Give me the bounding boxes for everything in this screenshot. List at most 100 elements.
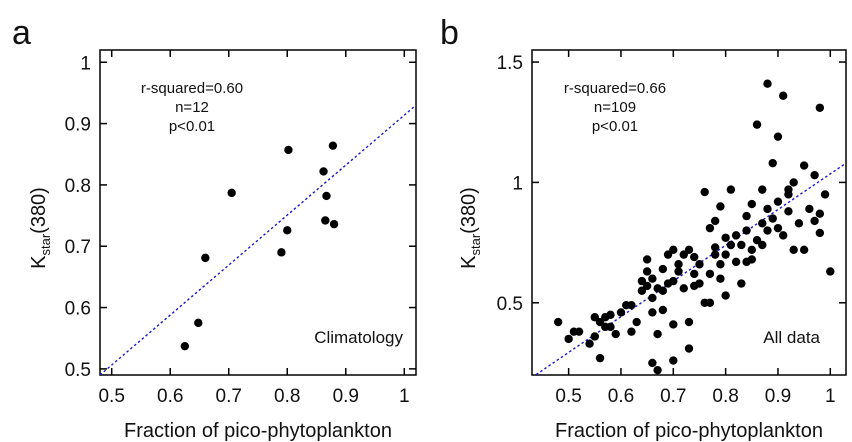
panel-b-data-point	[622, 300, 631, 310]
panel-b-corner-label: All data	[763, 328, 820, 347]
panel-b-data-point	[553, 317, 563, 327]
panel-b-x-tick-label: 0.9	[765, 386, 791, 407]
panel-b-data-point	[606, 310, 615, 320]
panel-b-x-tick-label: 0.8	[712, 386, 738, 407]
panel-b-data-point	[627, 327, 636, 336]
panel-b-data-point	[690, 269, 699, 279]
panel-a-y-tick-label: 0.9	[65, 115, 91, 136]
panel-a-x-tick-label: 1	[399, 386, 410, 407]
panel-a-stats-r2: r-squared=0.60	[141, 80, 243, 97]
panel-b-data-point	[742, 257, 751, 267]
panel-b-stats-r2: r-squared=0.66	[564, 80, 666, 97]
panel-a-letter: a	[12, 14, 31, 52]
panel-b-data-point	[564, 334, 573, 344]
panel-b-data-point	[690, 281, 699, 291]
panel-b-data-point	[747, 199, 756, 209]
panel-b: b Kstar(380) 0.5 0.6 0.7 0.8 0.9 1 0.5 1 1.5 r-s…	[440, 14, 847, 442]
panel-a-y-axis-title: Kstar(380)	[28, 187, 53, 269]
panel-b-y-tick-label: 1.5	[497, 53, 523, 74]
panel-b-data-point	[653, 329, 662, 339]
panel-b-ylabel-main: K	[458, 255, 480, 269]
panel-a-data-point	[180, 341, 190, 351]
panel-a-ticks: 0.5 0.6 0.7 0.8 0.9 1 0.5 0.6 0.7 0.8 0.9 1	[65, 50, 416, 407]
panel-a-data-point	[321, 216, 330, 225]
panel-b-data-point	[721, 233, 730, 242]
panel-b-data-point	[648, 293, 657, 303]
panel-b-ticks: 0.5 0.6 0.7 0.8 0.9 1 0.5 1 1.5	[497, 50, 846, 407]
panel-b-data-point	[642, 267, 652, 276]
panel-b-data-point	[674, 267, 683, 276]
panel-b-data-point	[758, 240, 767, 250]
panel-b-data-point	[658, 305, 668, 315]
panel-b-data-point	[726, 240, 736, 250]
panel-b-data-point	[574, 327, 584, 336]
panel-b-data-point	[669, 245, 678, 255]
panel-a-x-tick-label: 0.5	[98, 386, 124, 407]
panel-a-y-tick-label: 0.7	[65, 237, 91, 258]
panel-b-data-point	[648, 308, 657, 317]
panel-a-data-point	[277, 248, 286, 257]
panel-b-data-point	[669, 276, 678, 286]
panel-b-data-point	[747, 245, 756, 255]
panel-a-points	[180, 141, 339, 351]
panel-b-data-point	[763, 204, 772, 214]
panel-b-ylabel-tail: (380)	[458, 187, 480, 234]
panel-b-data-point	[726, 185, 736, 194]
panel-b-data-point	[815, 209, 825, 218]
panel-a-x-tick-label: 0.6	[157, 386, 183, 407]
panel-a-y-tick-label: 1	[80, 53, 91, 74]
panel-b-data-point	[690, 252, 699, 262]
panel-b-data-point	[648, 358, 657, 368]
panel-b-data-point	[784, 185, 793, 194]
panel-b-data-point	[648, 274, 657, 283]
panel-a-fit-line-group	[100, 104, 416, 375]
panel-b-data-point	[700, 187, 709, 197]
panel-b-data-point	[642, 281, 652, 291]
panel-b-data-point	[731, 231, 741, 240]
panel-b-data-point	[710, 250, 720, 259]
panel-a-y-tick-label: 0.8	[65, 176, 91, 197]
panel-b-stats-n: n=109	[594, 99, 636, 116]
panel-b-data-point	[679, 284, 688, 293]
panel-b-data-point	[684, 245, 694, 255]
panel-a-ylabel-main: K	[28, 255, 50, 269]
panel-a: a Kstar(380) 0.5 0.6 0.7 0.8 0.9 10.50.60.70.…	[12, 14, 417, 442]
panel-b-stats: r-squared=0.66 n=109 p<0.01	[564, 80, 666, 135]
panel-b-data-point	[705, 223, 715, 233]
panel-a-stats: r-squared=0.60 n=12 p<0.01	[141, 80, 243, 135]
panel-a-data-point	[319, 167, 328, 176]
panel-a-x-tick-label: 0.7	[216, 386, 242, 407]
panel-a-data-point	[227, 188, 236, 198]
panel-b-data-point	[616, 308, 626, 317]
panel-b-data-point	[773, 197, 783, 206]
panel-a-data-point	[329, 219, 339, 229]
panel-a-y-tick-label: 0.6	[65, 299, 91, 320]
svg-text:Kstar(380): Kstar(380)	[28, 187, 53, 269]
panel-b-letter: b	[440, 14, 459, 52]
panel-b-stats-p: p<0.01	[592, 118, 638, 135]
panel-b-data-point	[716, 260, 725, 269]
panel-b-data-point	[742, 226, 751, 235]
panel-b-y-tick-label: 1	[512, 173, 523, 194]
panel-b-data-point	[590, 332, 599, 341]
panel-b-data-point	[684, 317, 694, 327]
panel-b-x-tick-label: 0.6	[608, 386, 634, 407]
panel-b-data-point	[758, 219, 767, 228]
panel-a-x-tick-label: 0.8	[274, 386, 300, 407]
panel-a-ylabel-tail: (380)	[28, 187, 50, 234]
panel-b-data-point	[794, 219, 804, 228]
panel-a-stats-p: p<0.01	[169, 118, 215, 135]
panel-b-data-point	[779, 91, 788, 100]
panel-b-data-point	[763, 226, 772, 235]
panel-b-data-point	[658, 286, 668, 295]
panel-b-fit-line-group	[534, 162, 846, 375]
panel-b-data-point	[705, 269, 715, 279]
panel-a-x-axis-title: Fraction of pico-phytoplankton	[124, 420, 392, 442]
panel-b-data-point	[716, 202, 725, 211]
panel-b-data-point	[758, 185, 767, 194]
panel-a-corner-label: Climatology	[314, 328, 403, 347]
panel-b-data-point	[695, 260, 704, 269]
panel-b-data-point	[773, 132, 783, 141]
panel-b-data-point	[810, 216, 819, 226]
